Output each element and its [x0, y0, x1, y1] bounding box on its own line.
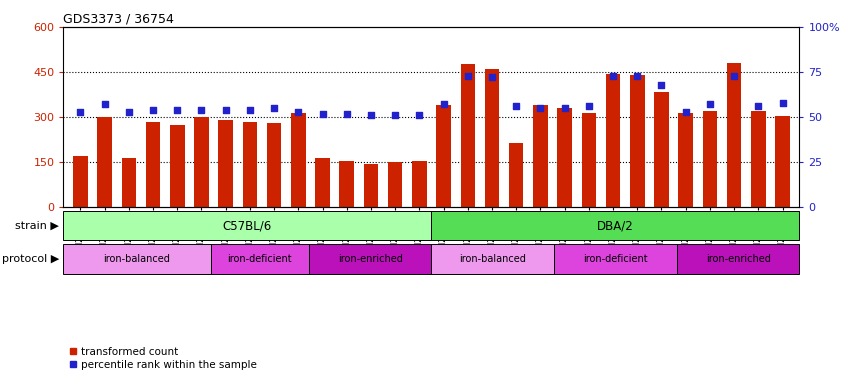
Bar	[581, 113, 596, 207]
Point	[219, 107, 233, 113]
Text: iron-enriched: iron-enriched	[706, 254, 771, 264]
Bar	[73, 156, 88, 207]
Point	[630, 73, 644, 79]
Point	[486, 74, 499, 81]
Point	[74, 109, 87, 115]
Point	[267, 105, 281, 111]
Point	[728, 73, 741, 79]
Text: strain ▶: strain ▶	[15, 220, 59, 231]
Point	[364, 112, 377, 118]
Text: C57BL/6: C57BL/6	[222, 219, 272, 232]
FancyBboxPatch shape	[63, 244, 211, 274]
Bar	[654, 91, 668, 207]
Point	[316, 111, 329, 117]
Point	[413, 112, 426, 118]
Bar	[170, 125, 184, 207]
FancyBboxPatch shape	[309, 244, 431, 274]
Point	[146, 107, 160, 113]
Point	[558, 105, 571, 111]
Point	[340, 111, 354, 117]
Text: iron-balanced: iron-balanced	[459, 254, 526, 264]
FancyBboxPatch shape	[431, 244, 554, 274]
Text: protocol ▶: protocol ▶	[2, 254, 59, 264]
Bar	[558, 108, 572, 207]
Point	[607, 73, 620, 79]
Bar	[195, 117, 209, 207]
Bar	[266, 123, 282, 207]
Text: iron-deficient: iron-deficient	[583, 254, 648, 264]
Bar	[218, 120, 233, 207]
Bar	[509, 143, 524, 207]
FancyBboxPatch shape	[677, 244, 799, 274]
Text: GDS3373 / 36754: GDS3373 / 36754	[63, 13, 174, 26]
Bar	[243, 122, 257, 207]
Bar	[460, 65, 475, 207]
Bar	[291, 113, 305, 207]
Point	[509, 103, 523, 109]
FancyBboxPatch shape	[554, 244, 677, 274]
Point	[751, 103, 765, 109]
Bar	[437, 105, 451, 207]
Text: iron-deficient: iron-deficient	[228, 254, 292, 264]
Point	[461, 73, 475, 79]
Point	[98, 101, 112, 108]
Point	[703, 101, 717, 108]
Text: iron-enriched: iron-enriched	[338, 254, 403, 264]
Bar	[316, 158, 330, 207]
Bar	[703, 111, 717, 207]
Point	[292, 109, 305, 115]
Point	[678, 109, 692, 115]
FancyBboxPatch shape	[63, 211, 431, 240]
FancyBboxPatch shape	[431, 211, 799, 240]
Bar	[146, 122, 160, 207]
Point	[171, 107, 184, 113]
Bar	[606, 73, 620, 207]
Bar	[122, 158, 136, 207]
Bar	[630, 75, 645, 207]
Bar	[339, 161, 354, 207]
Bar	[751, 111, 766, 207]
Bar	[364, 164, 378, 207]
Bar	[412, 161, 426, 207]
Point	[195, 107, 208, 113]
Bar	[485, 69, 499, 207]
Point	[655, 81, 668, 88]
Bar	[678, 113, 693, 207]
Text: iron-balanced: iron-balanced	[103, 254, 171, 264]
Point	[582, 103, 596, 109]
Text: DBA/2: DBA/2	[597, 219, 634, 232]
Point	[534, 105, 547, 111]
Legend: transformed count, percentile rank within the sample: transformed count, percentile rank withi…	[69, 347, 257, 370]
FancyBboxPatch shape	[211, 244, 309, 274]
Bar	[97, 117, 112, 207]
Point	[776, 99, 789, 106]
Point	[388, 112, 402, 118]
Bar	[387, 162, 403, 207]
Bar	[727, 63, 741, 207]
Point	[437, 101, 450, 108]
Bar	[775, 116, 790, 207]
Bar	[533, 105, 547, 207]
Point	[122, 109, 135, 115]
Point	[243, 107, 256, 113]
